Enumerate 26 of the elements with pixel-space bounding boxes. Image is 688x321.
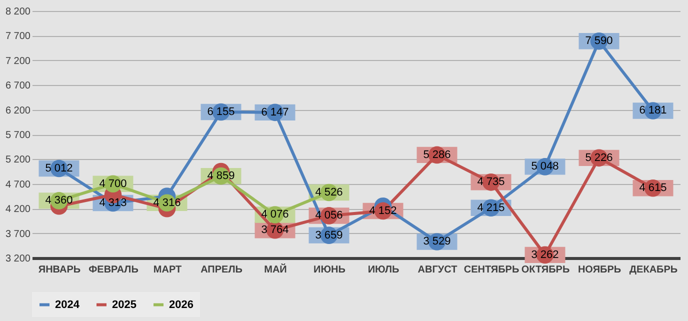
x-tick-label: ФЕВРАЛЬ <box>88 264 138 276</box>
x-tick-label: МАЙ <box>264 262 287 276</box>
x-tick-label: ЯНВАРЬ <box>38 264 81 276</box>
y-tick-label: 4 200 <box>5 204 31 216</box>
y-tick-label: 3 700 <box>5 228 31 240</box>
y-tick-label: 5 700 <box>5 130 31 141</box>
x-tick-label: МАРТ <box>153 264 182 276</box>
x-tick-label: ОКТЯБРЬ <box>521 264 570 276</box>
y-tick-label: 5 200 <box>5 154 31 166</box>
y-tick-label: 6 200 <box>5 105 31 116</box>
y-tick-label: 8 200 <box>5 6 31 18</box>
y-tick-label: 3 200 <box>5 254 31 264</box>
legend-label: 2024 <box>55 298 80 311</box>
x-tick-label: ИЮЛЬ <box>368 264 400 276</box>
x-tick-label: АПРЕЛЬ <box>200 264 242 276</box>
x-tick-label: АВГУСТ <box>418 264 458 276</box>
y-tick-label: 4 700 <box>5 179 31 190</box>
x-tick-label: СЕНТЯБРЬ <box>464 264 520 276</box>
y-tick-label: 6 700 <box>5 80 31 92</box>
x-tick-label: ДЕКАБРЬ <box>629 264 678 276</box>
y-tick-label: 7 200 <box>5 56 31 67</box>
legend-label: 2025 <box>112 298 136 311</box>
x-tick-label: НОЯБРЬ <box>578 264 622 276</box>
y-tick-label: 7 700 <box>5 31 31 42</box>
legend-label: 2026 <box>169 298 194 311</box>
x-tick-label: ИЮНЬ <box>314 264 346 276</box>
